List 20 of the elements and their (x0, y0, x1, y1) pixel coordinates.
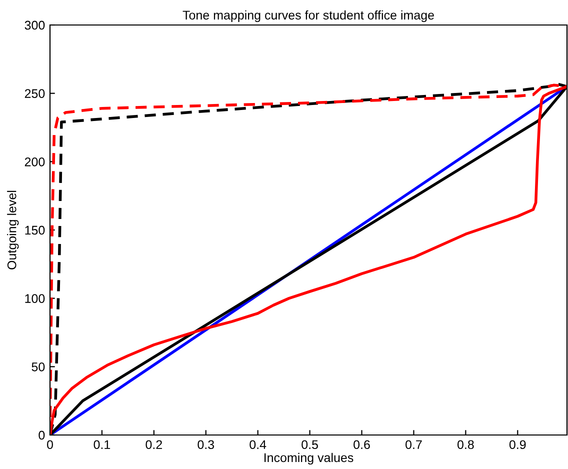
y-tick-label: 50 (32, 362, 45, 372)
x-tick-label: 0.5 (302, 440, 318, 450)
y-tick-label: 250 (24, 89, 45, 98)
x-tick-label: 0.3 (198, 440, 214, 450)
x-tick-label: 0 (47, 440, 53, 450)
x-tick-label: 0.2 (146, 440, 162, 450)
x-tick-label: 0.7 (406, 440, 422, 450)
y-axis-title: Outgoing level (7, 190, 19, 270)
chart-title: Tone mapping curves for student office image (182, 10, 434, 22)
x-axis-title: Incoming values (264, 452, 354, 465)
y-tick-label: 100 (25, 294, 45, 303)
x-tick-label: 0.8 (457, 440, 474, 450)
x-tick-label: 0.6 (354, 440, 370, 450)
y-tick-label: 200 (24, 157, 45, 166)
y-tick-label: 150 (25, 226, 45, 235)
x-tick-label: 0.4 (250, 440, 266, 450)
x-tick-label: 0.9 (509, 440, 526, 450)
y-tick-label: 0 (38, 430, 45, 440)
x-tick-label: 0.1 (94, 440, 110, 450)
y-tick-label: 300 (24, 20, 45, 30)
